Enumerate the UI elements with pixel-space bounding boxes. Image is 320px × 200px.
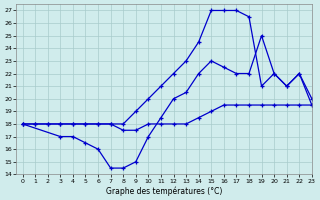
X-axis label: Graphe des températures (°C): Graphe des températures (°C) [106, 186, 222, 196]
